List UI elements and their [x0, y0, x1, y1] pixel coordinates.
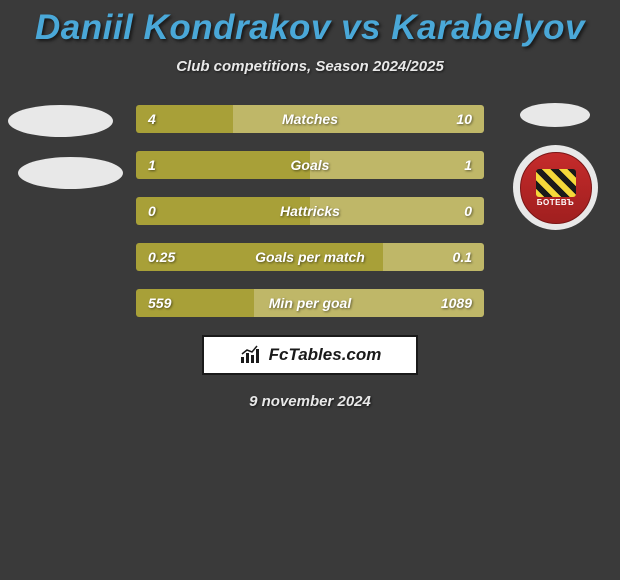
stat-value-left: 1	[148, 157, 156, 173]
stat-label: Matches	[282, 111, 338, 127]
stat-label: Goals per match	[255, 249, 365, 265]
stat-value-right: 0	[464, 203, 472, 219]
stat-label: Min per goal	[269, 295, 351, 311]
subtitle: Club competitions, Season 2024/2025	[0, 58, 620, 75]
stat-rows: 4Matches101Goals10Hattricks00.25Goals pe…	[136, 105, 484, 317]
stat-value-right: 1	[464, 157, 472, 173]
chart-icon	[239, 345, 263, 365]
stat-row: 0.25 Goals per match 0.1	[136, 243, 484, 271]
page-title: Daniil Kondrakov vs Karabelyov	[0, 0, 620, 48]
stat-bar-right	[233, 105, 484, 133]
stat-value-right: 0.1	[453, 249, 472, 265]
stat-row: 1 Goals 1	[136, 151, 484, 179]
stat-row: 4 Matches 10	[136, 105, 484, 133]
player-right-ellipse	[520, 103, 590, 127]
player-left-ellipse-top	[8, 105, 113, 137]
date-text: 9 november 2024	[0, 393, 620, 410]
stats-area: БОТЕВЪ 4Matches101Goals10Hattricks00.25G…	[0, 105, 620, 317]
stat-value-right: 10	[456, 111, 472, 127]
fctables-logo: FcTables.com	[202, 335, 418, 375]
stat-row: 559 Min per goal 1089	[136, 289, 484, 317]
badge-text: БОТЕВЪ	[537, 198, 575, 207]
stat-label: Hattricks	[280, 203, 340, 219]
club-badge: БОТЕВЪ	[513, 145, 598, 230]
player-left-ellipse-bottom	[18, 157, 123, 189]
stat-value-left: 0.25	[148, 249, 175, 265]
stat-label: Goals	[291, 157, 330, 173]
stat-value-left: 4	[148, 111, 156, 127]
stat-value-right: 1089	[441, 295, 472, 311]
stat-value-left: 0	[148, 203, 156, 219]
stat-bar-left	[136, 151, 310, 179]
stat-row: 0 Hattricks 0	[136, 197, 484, 225]
badge-stripes-icon	[536, 169, 576, 197]
stat-bar-right	[310, 151, 484, 179]
logo-text: FcTables.com	[269, 345, 382, 365]
stat-value-left: 559	[148, 295, 171, 311]
